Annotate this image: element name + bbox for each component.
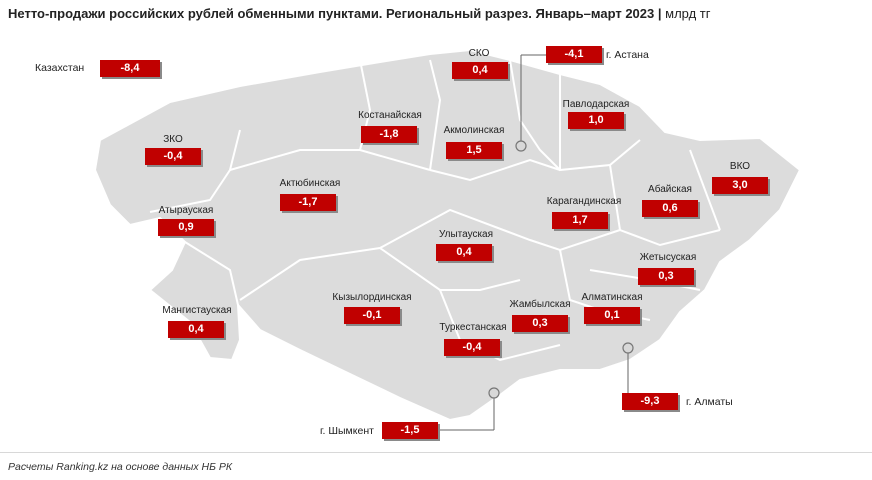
city-value-shymkent: -1,5 [382, 422, 438, 439]
region-label-zhambyl: Жамбылская [509, 299, 571, 310]
region-label-almaty-region: Алматинская [581, 292, 643, 303]
region-value-atyrau: 0,9 [158, 219, 214, 236]
total-value-badge: -8,4 [100, 60, 160, 77]
region-value-zhetysu: 0,3 [638, 268, 694, 285]
chart-title: Нетто-продажи российских рублей обменным… [8, 6, 711, 21]
region-label-turkestan: Туркестанская [439, 322, 507, 333]
region-value-kyzylorda: -0,1 [344, 307, 400, 324]
region-label-zhetysu: Жетысуская [639, 252, 697, 263]
region-label-abay: Абайская [648, 184, 692, 195]
region-label-mangystau: Мангистауская [162, 305, 232, 316]
region-label-pavlodar: Павлодарская [562, 99, 630, 110]
total-label: Казахстан [35, 62, 85, 74]
city-label-almaty: г. Алматы [686, 396, 733, 408]
city-value-astana: -4,1 [546, 46, 602, 63]
region-value-almaty-region: 0,1 [584, 307, 640, 324]
region-value-vko: 3,0 [712, 177, 768, 194]
region-value-turkestan: -0,4 [444, 339, 500, 356]
region-value-pavlodar: 1,0 [568, 112, 624, 129]
region-value-sko: 0,4 [452, 62, 508, 79]
region-value-kostanay: -1,8 [361, 126, 417, 143]
region-label-kyzylorda: Кызылординская [332, 292, 412, 303]
region-value-mangystau: 0,4 [168, 321, 224, 338]
region-value-aktobe: -1,7 [280, 194, 336, 211]
region-label-zko: ЗКО [163, 134, 183, 145]
almaty-marker [622, 342, 634, 354]
region-value-karaganda: 1,7 [552, 212, 608, 229]
region-label-ulytau: Улытауская [438, 229, 494, 240]
region-value-zhambyl: 0,3 [512, 315, 568, 332]
shymkent-marker [488, 387, 500, 399]
footer-divider [0, 452, 872, 453]
city-label-shymkent: г. Шымкент [320, 425, 374, 437]
city-value-almaty: -9,3 [622, 393, 678, 410]
region-value-abay: 0,6 [642, 200, 698, 217]
region-value-zko: -0,4 [145, 148, 201, 165]
region-label-aktobe: Актюбинская [279, 178, 341, 189]
region-value-ulytau: 0,4 [436, 244, 492, 261]
region-label-akmola: Акмолинская [443, 125, 505, 136]
region-label-atyrau: Атырауская [158, 205, 214, 216]
city-label-astana: г. Астана [606, 49, 649, 61]
source-note: Расчеты Ranking.kz на основе данных НБ Р… [8, 461, 233, 473]
region-value-akmola: 1,5 [446, 142, 502, 159]
astana-marker [515, 140, 527, 152]
region-label-karaganda: Карагандинская [546, 196, 622, 207]
region-label-vko: ВКО [729, 161, 751, 172]
unit-label: млрд тг [665, 6, 711, 21]
region-label-kostanay: Костанайская [358, 110, 422, 121]
region-label-sko: СКО [468, 48, 490, 59]
country-shape [93, 48, 802, 422]
